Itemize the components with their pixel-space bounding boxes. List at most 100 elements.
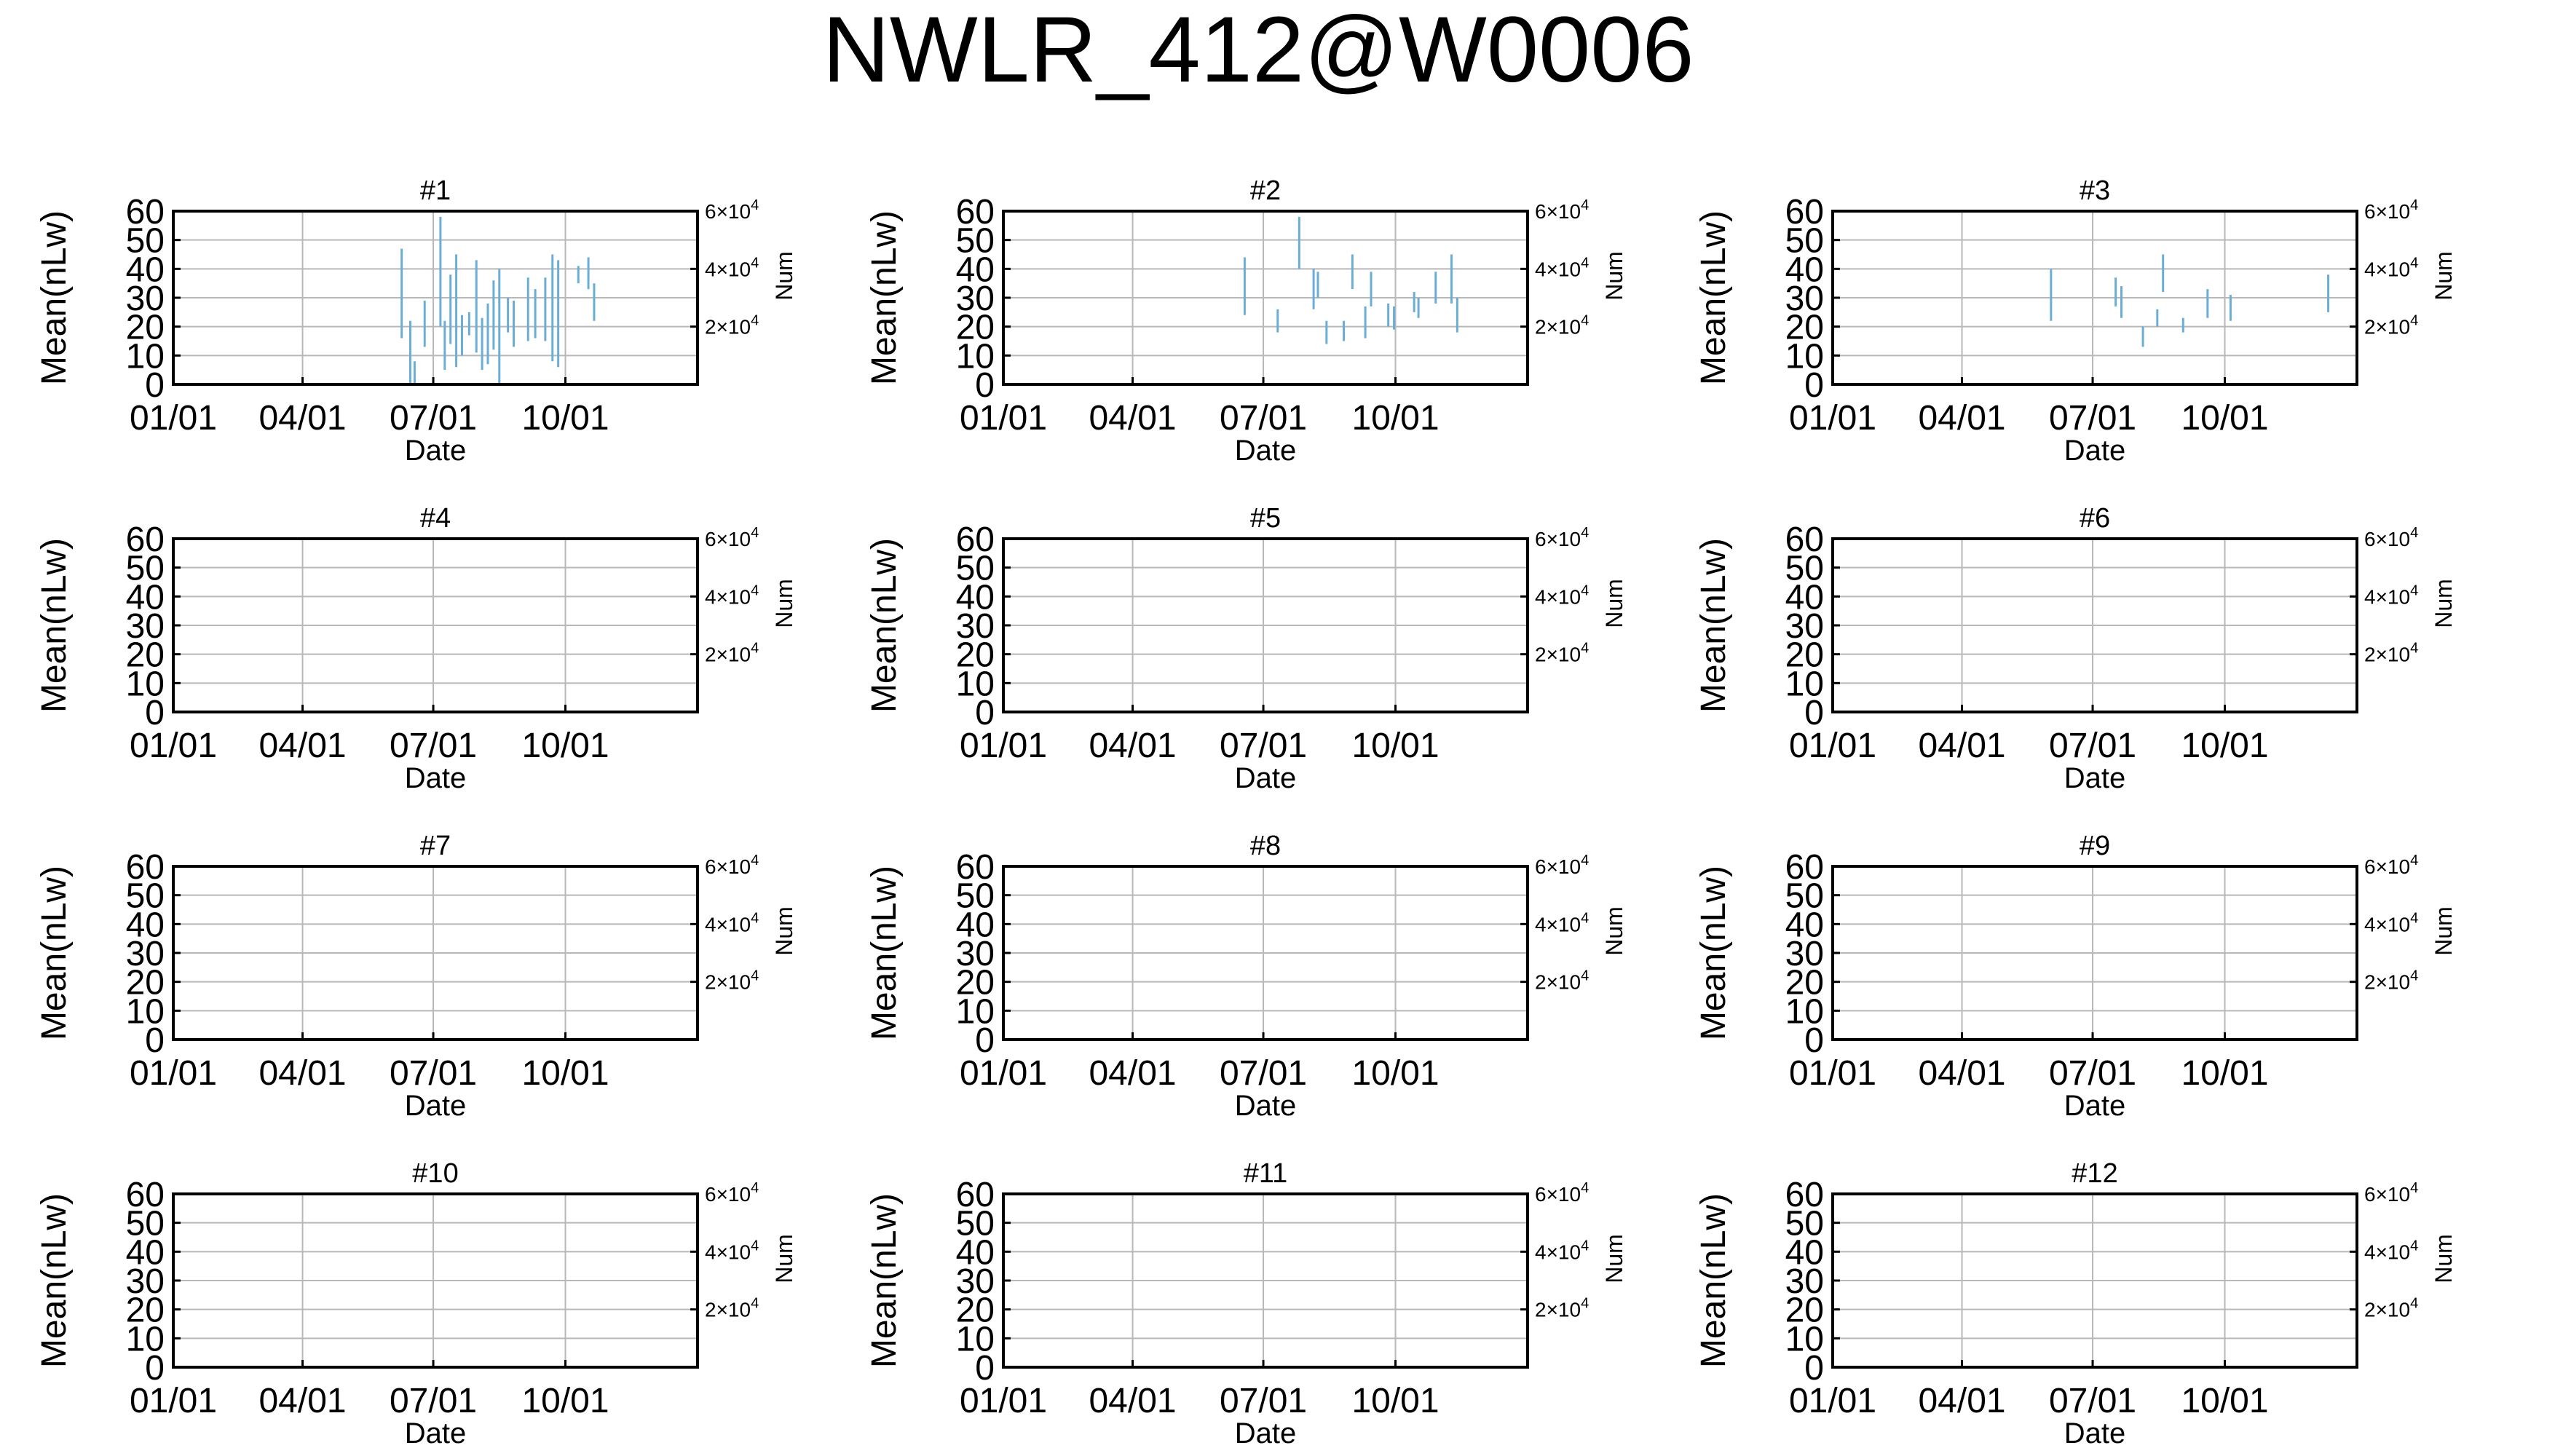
x-axis-label: Date — [2064, 1090, 2126, 1122]
x-tick-label: 10/01 — [521, 1382, 609, 1420]
y-tick-label: 0 — [145, 694, 165, 732]
y-tick-label: 40 — [956, 250, 995, 289]
y2-tick-label: 6×104 — [2364, 525, 2418, 550]
y2-tick-label: 6×104 — [705, 197, 759, 223]
y-tick-label: 10 — [126, 992, 165, 1031]
y-tick-label: 50 — [956, 1205, 995, 1243]
y-axis-label: Mean(nLw) — [865, 538, 904, 713]
y-tick-label: 10 — [1785, 337, 1824, 376]
y-axis-label: Mean(nLw) — [35, 538, 74, 713]
y2-axis-label: Num — [771, 579, 797, 628]
y-tick-label: 0 — [975, 1349, 995, 1388]
x-tick-label: 04/01 — [1089, 1382, 1176, 1420]
y-tick-label: 50 — [126, 550, 165, 588]
x-tick-label: 10/01 — [1351, 1382, 1439, 1420]
x-axis-label: Date — [2064, 762, 2126, 794]
y-tick-label: 30 — [1785, 935, 1824, 973]
y2-tick-label: 2×104 — [2364, 1296, 2418, 1321]
y-tick-label: 60 — [956, 1176, 995, 1214]
y-tick-label: 50 — [956, 877, 995, 916]
x-tick-label: 07/01 — [390, 1054, 477, 1093]
y-tick-label: 30 — [956, 1262, 995, 1301]
y-tick-label: 60 — [1785, 521, 1824, 559]
y2-axis-label: Num — [2430, 906, 2457, 956]
y-axis-label: Mean(nLw) — [865, 1193, 904, 1368]
y2-tick-label: 4×104 — [705, 582, 759, 608]
x-axis-label: Date — [405, 435, 467, 467]
panel-title: #8 — [1250, 831, 1281, 861]
y-tick-label: 0 — [1804, 366, 1824, 405]
y-axis-label: Mean(nLw) — [1694, 1193, 1733, 1368]
x-axis-label: Date — [1235, 1090, 1297, 1122]
y2-tick-label: 2×104 — [705, 313, 759, 339]
panel-title: #5 — [1250, 503, 1281, 534]
x-tick-label: 07/01 — [1220, 399, 1307, 438]
y-tick-label: 10 — [1785, 1320, 1824, 1358]
x-tick-label: 07/01 — [390, 399, 477, 438]
y-tick-label: 60 — [1785, 193, 1824, 232]
panel-title: #4 — [420, 503, 451, 534]
y-tick-label: 20 — [126, 1291, 165, 1330]
y-tick-label: 50 — [956, 222, 995, 261]
y-tick-label: 20 — [956, 309, 995, 347]
y-tick-label: 30 — [1785, 607, 1824, 646]
y2-tick-label: 6×104 — [2364, 1180, 2418, 1206]
y2-axis-label: Num — [771, 906, 797, 956]
y-tick-label: 60 — [1785, 1176, 1824, 1214]
x-tick-label: 10/01 — [521, 727, 609, 765]
y-tick-label: 50 — [1785, 222, 1824, 261]
y-tick-label: 20 — [956, 1291, 995, 1330]
y-tick-label: 60 — [126, 848, 165, 887]
panel-title: #6 — [2080, 503, 2110, 534]
x-tick-label: 07/01 — [390, 1382, 477, 1420]
x-tick-label: 01/01 — [130, 399, 217, 438]
x-tick-label: 04/01 — [1918, 399, 2005, 438]
x-axis-label: Date — [405, 1090, 467, 1122]
y2-tick-label: 6×104 — [705, 525, 759, 550]
y-axis-label: Mean(nLw) — [35, 1193, 74, 1368]
x-tick-label: 10/01 — [2181, 727, 2268, 765]
y-tick-label: 20 — [1785, 1291, 1824, 1330]
panel-title: #7 — [420, 831, 451, 861]
x-tick-label: 10/01 — [1351, 1054, 1439, 1093]
x-axis-label: Date — [405, 1417, 467, 1449]
x-axis-label: Date — [1235, 1417, 1297, 1449]
y2-axis-label: Num — [1601, 1234, 1627, 1283]
y2-tick-label: 4×104 — [2364, 582, 2418, 608]
y-tick-label: 0 — [145, 1349, 165, 1388]
x-tick-label: 01/01 — [130, 1054, 217, 1093]
y2-tick-label: 4×104 — [2364, 255, 2418, 280]
y-tick-label: 20 — [1785, 964, 1824, 1002]
y-tick-label: 30 — [956, 280, 995, 318]
y-tick-label: 30 — [956, 935, 995, 973]
y-tick-label: 20 — [126, 309, 165, 347]
y2-tick-label: 2×104 — [2364, 968, 2418, 994]
y2-tick-label: 6×104 — [1535, 1180, 1589, 1206]
y-tick-label: 50 — [126, 1205, 165, 1243]
y-axis-label: Mean(nLw) — [35, 866, 74, 1040]
x-tick-label: 10/01 — [1351, 727, 1439, 765]
y-tick-label: 40 — [1785, 1233, 1824, 1272]
x-tick-label: 01/01 — [1789, 1054, 1876, 1093]
y-tick-label: 40 — [1785, 578, 1824, 617]
x-tick-label: 10/01 — [2181, 1382, 2268, 1420]
y2-tick-label: 6×104 — [2364, 197, 2418, 223]
y2-axis-label: Num — [771, 1234, 797, 1283]
y-tick-label: 40 — [956, 578, 995, 617]
y-tick-label: 50 — [1785, 550, 1824, 588]
y-tick-label: 60 — [126, 1176, 165, 1214]
y-axis-label: Mean(nLw) — [865, 210, 904, 385]
panel-title: #9 — [2080, 831, 2110, 861]
y-tick-label: 0 — [1804, 1021, 1824, 1060]
x-tick-label: 01/01 — [960, 1054, 1047, 1093]
x-tick-label: 07/01 — [2049, 1382, 2136, 1420]
